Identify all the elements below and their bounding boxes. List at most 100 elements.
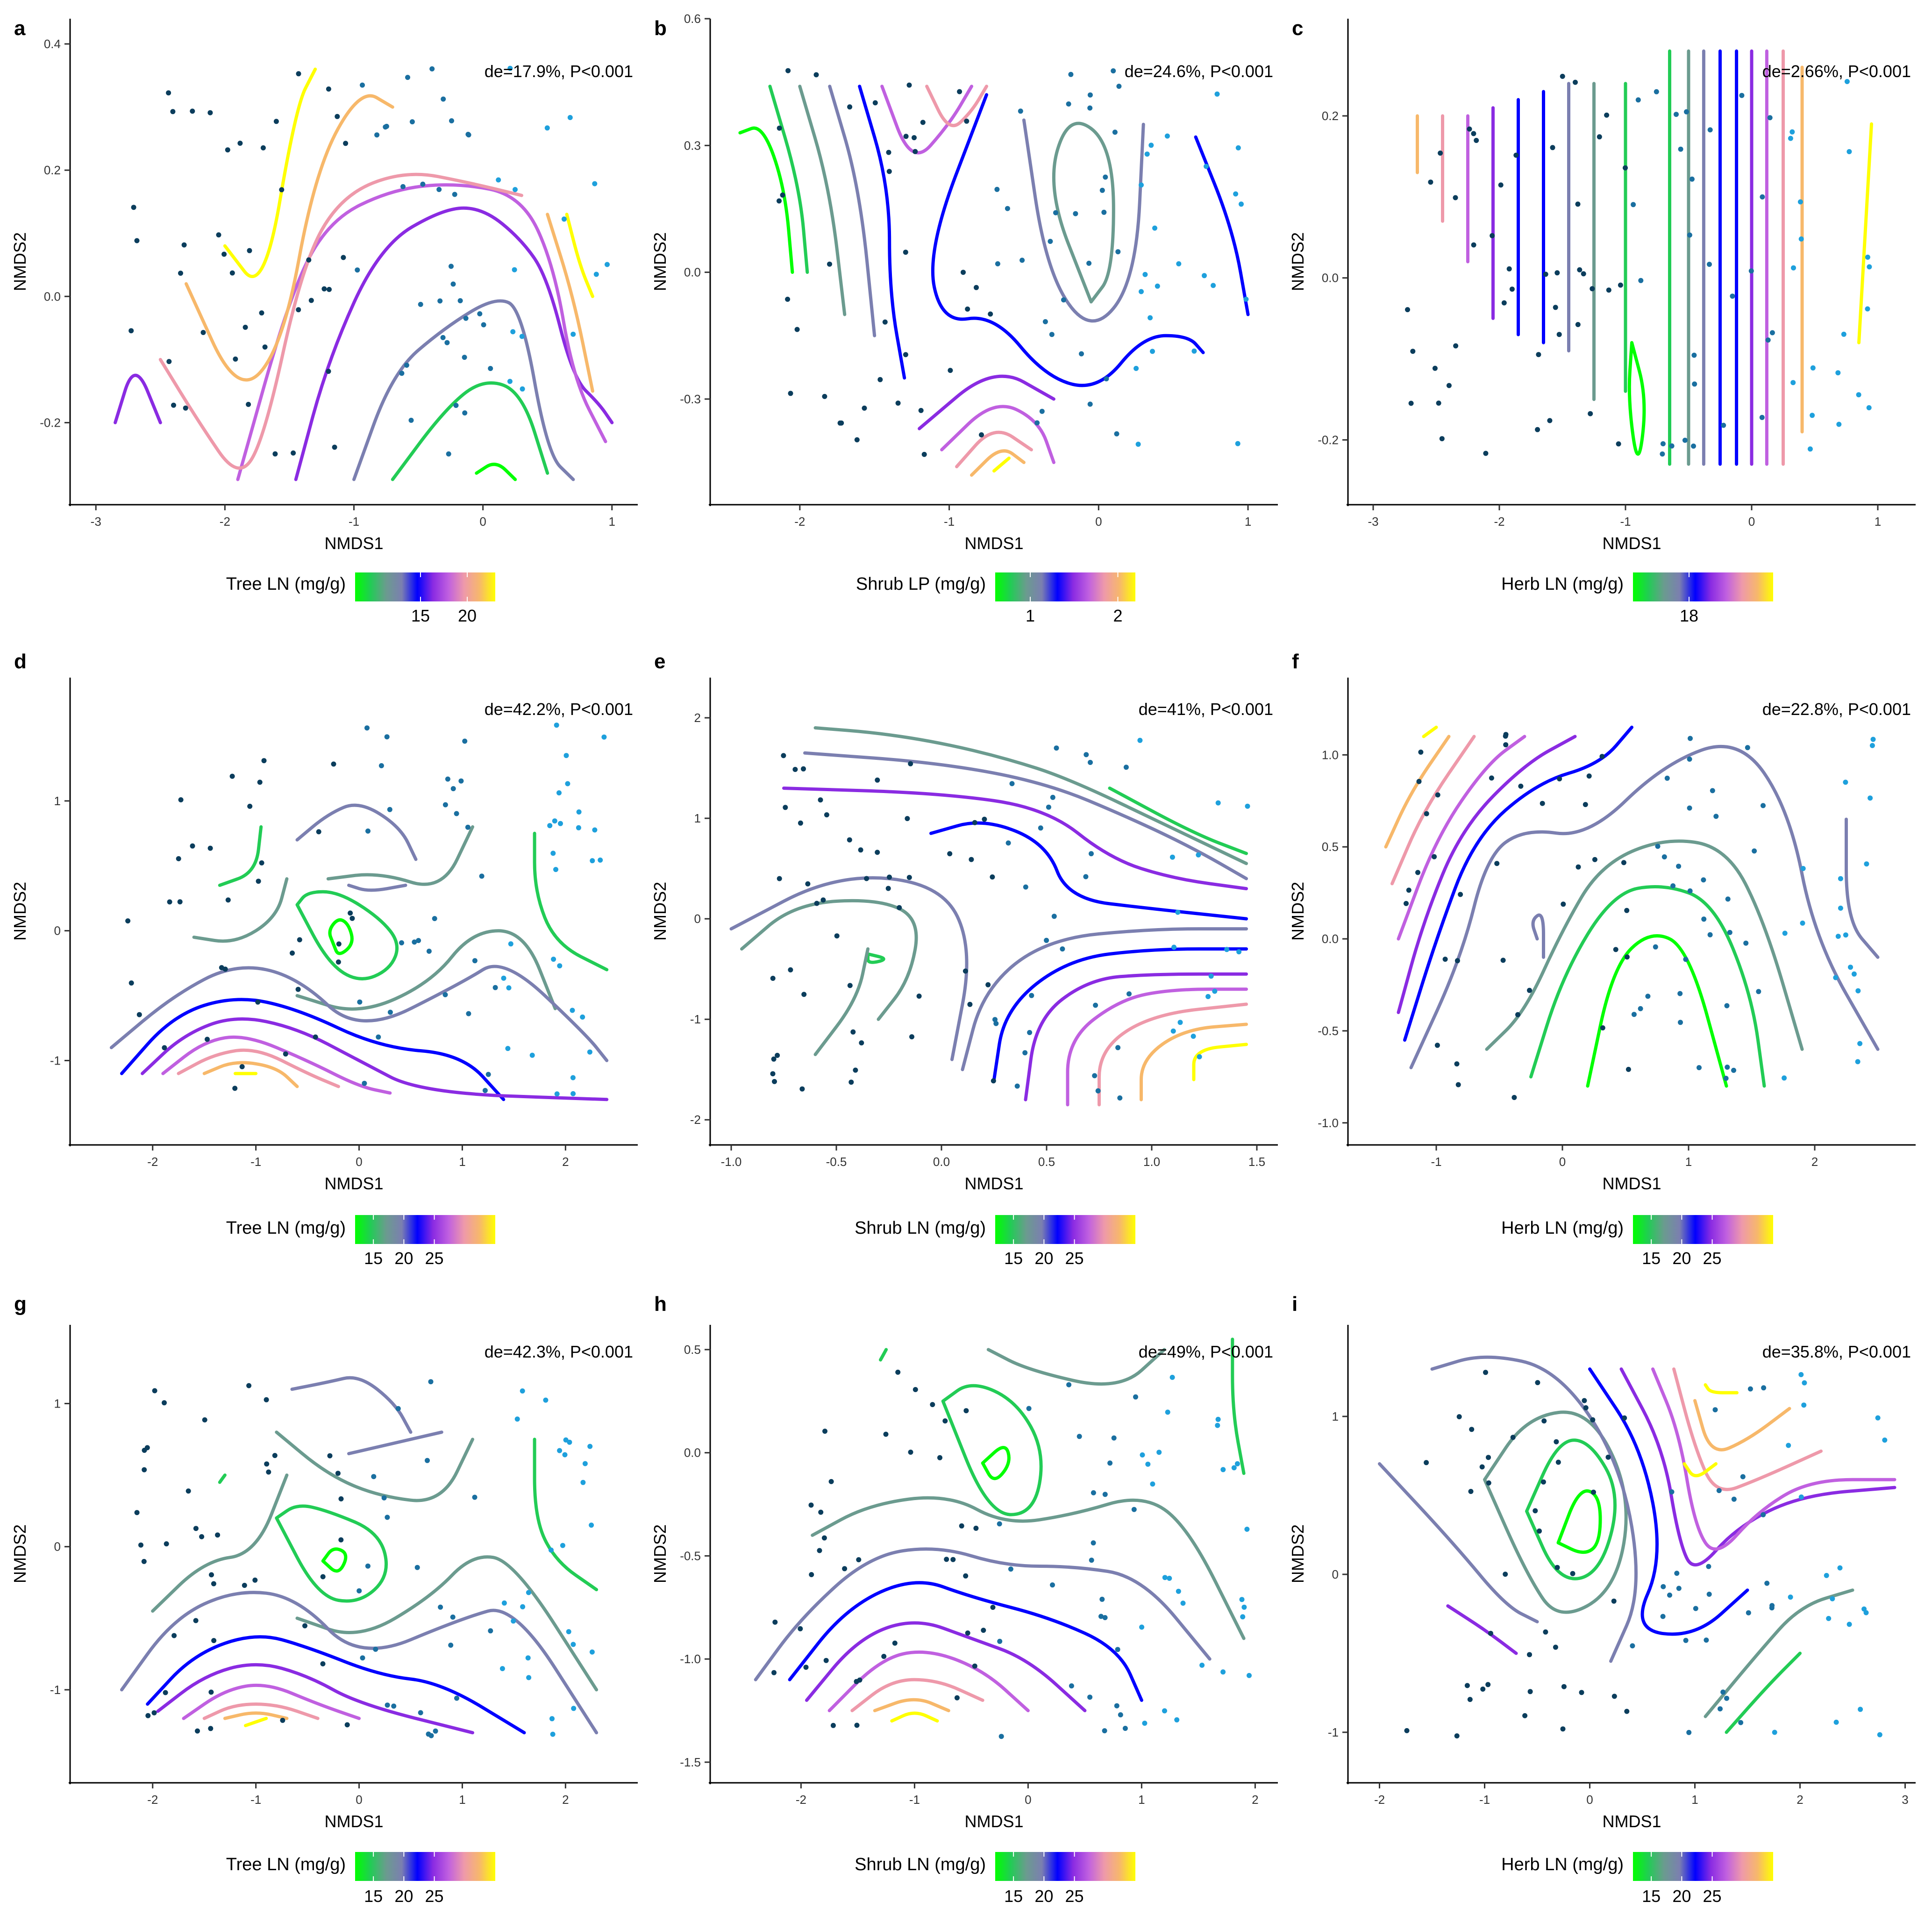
data-point xyxy=(1152,225,1157,231)
panel-c: c -3 -2 -1 0 1 -0.2 0.0 0.2 NMDS1 NMDS2 de=2.66%, P… xyxy=(1288,17,1916,625)
data-point xyxy=(1191,348,1197,354)
data-point xyxy=(1083,874,1089,879)
data-point xyxy=(1752,848,1757,854)
data-point xyxy=(1068,71,1074,77)
y-axis-title: NMDS2 xyxy=(650,232,670,291)
contour-line xyxy=(182,1683,361,1720)
data-point xyxy=(520,1604,526,1609)
data-point xyxy=(1721,422,1726,428)
data-point xyxy=(1693,1606,1698,1611)
data-point xyxy=(1148,315,1153,321)
data-point xyxy=(1137,737,1143,743)
contour-line xyxy=(931,93,1205,387)
data-point xyxy=(216,232,221,238)
data-point xyxy=(1008,1566,1013,1572)
data-point xyxy=(399,371,405,376)
data-point xyxy=(1142,1721,1148,1726)
data-point xyxy=(822,393,827,399)
y-tick-label: -1 xyxy=(50,1683,61,1697)
data-point xyxy=(1756,989,1761,994)
data-point xyxy=(453,403,459,408)
colorbar-tick-label: 15 xyxy=(364,1249,383,1268)
data-point xyxy=(1107,1460,1113,1466)
data-point xyxy=(1833,975,1839,980)
data-point xyxy=(1561,901,1566,907)
data-point xyxy=(316,829,321,835)
data-point xyxy=(1868,795,1873,801)
panel-g: g -2 -1 0 1 2 -1 0 1 NMDS1 NMDS2 de=42.3%, P<0.001 T… xyxy=(10,1293,638,1906)
data-point xyxy=(442,802,448,808)
data-point xyxy=(886,169,892,174)
data-point xyxy=(1616,441,1621,447)
data-point xyxy=(1678,1020,1683,1025)
data-point xyxy=(1687,757,1692,762)
data-point xyxy=(306,257,312,263)
y-tick-label: 0.3 xyxy=(684,138,701,152)
data-point xyxy=(296,307,301,313)
data-point xyxy=(1543,1629,1548,1635)
data-point xyxy=(1653,944,1658,950)
x-axis-title: NMDS1 xyxy=(324,1174,383,1193)
contour-line xyxy=(941,1384,1043,1516)
data-point xyxy=(341,255,346,260)
colorbar xyxy=(1633,1852,1773,1881)
data-point xyxy=(1674,112,1679,117)
data-point xyxy=(1575,201,1581,207)
data-point xyxy=(862,405,867,411)
contour-line xyxy=(929,821,1248,921)
data-point xyxy=(1509,286,1515,292)
data-point xyxy=(454,811,459,816)
data-point xyxy=(448,1643,454,1648)
contour-line xyxy=(161,1035,392,1095)
data-point xyxy=(437,298,443,304)
data-point xyxy=(1116,84,1122,89)
y-tick-label: 1 xyxy=(1332,1409,1339,1423)
x-axis-title: NMDS1 xyxy=(964,1174,1023,1193)
data-point xyxy=(356,1588,362,1594)
data-point xyxy=(1019,257,1025,263)
data-point xyxy=(1678,146,1683,152)
data-point xyxy=(1664,775,1670,781)
colorbar-tick-label: 15 xyxy=(1642,1249,1661,1268)
data-point xyxy=(959,1523,964,1529)
data-point xyxy=(1788,136,1793,141)
data-point xyxy=(416,938,421,944)
data-point xyxy=(387,1009,393,1015)
colorbar-tick-label: 20 xyxy=(394,1249,413,1268)
data-point xyxy=(1208,973,1214,979)
data-point xyxy=(1838,876,1843,881)
data-point xyxy=(1727,929,1732,935)
data-point xyxy=(362,1080,367,1086)
data-point xyxy=(1123,765,1129,770)
data-point xyxy=(1503,732,1509,737)
data-point xyxy=(408,417,414,423)
data-point xyxy=(550,851,556,856)
data-point xyxy=(1488,1630,1493,1636)
contour-line xyxy=(1529,885,1766,1088)
contour-line xyxy=(347,1430,443,1456)
data-point xyxy=(193,1526,199,1531)
data-point xyxy=(593,272,599,277)
data-point xyxy=(142,1467,147,1473)
data-point xyxy=(985,982,991,987)
y-axis-title: NMDS2 xyxy=(650,1524,670,1583)
data-point xyxy=(449,264,454,269)
contour-line xyxy=(1682,1462,1718,1478)
data-point xyxy=(506,985,512,991)
data-point xyxy=(1073,211,1078,216)
x-tick-label: -2 xyxy=(220,515,230,529)
y-tick-label: 0.0 xyxy=(1322,932,1339,946)
contour-line xyxy=(805,1621,1087,1712)
data-point xyxy=(446,451,451,457)
data-point xyxy=(1654,89,1659,94)
data-point xyxy=(1148,143,1154,148)
data-point xyxy=(942,1418,948,1424)
scatter-points xyxy=(770,737,1250,1101)
data-point xyxy=(1692,381,1697,387)
data-point xyxy=(1162,1575,1168,1580)
data-point xyxy=(1590,1417,1596,1423)
data-point xyxy=(570,1091,576,1096)
data-point xyxy=(1676,864,1682,869)
data-point xyxy=(167,899,172,905)
data-point xyxy=(183,405,188,411)
